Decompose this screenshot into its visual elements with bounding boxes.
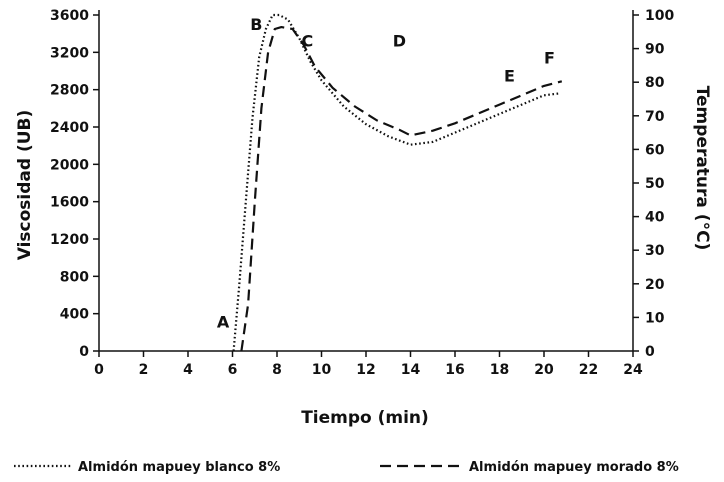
x-tick-label: 18 [490, 362, 509, 378]
point-label-d: D [393, 32, 406, 51]
y-ticks-right: 0 10 20 30 40 50 60 70 80 90 100 [633, 8, 674, 360]
x-tick-label: 24 [623, 362, 643, 378]
y2-tick-label: 60 [645, 142, 665, 158]
y-tick-label: 3200 [50, 45, 89, 61]
y2-tick-label: 70 [645, 109, 665, 125]
x-tick-label: 22 [579, 362, 598, 378]
x-tick-label: 16 [445, 362, 464, 378]
y2-axis-title: Temperatura (°C) [692, 86, 712, 251]
x-tick-label: 20 [534, 362, 554, 378]
y2-tick-label: 50 [645, 176, 665, 192]
y2-tick-label: 0 [645, 344, 655, 360]
point-label-c: C [301, 32, 313, 51]
point-label-b: B [250, 15, 262, 34]
x-tick-label: 10 [312, 362, 332, 378]
y2-tick-label: 100 [645, 8, 674, 24]
x-tick-label: 4 [183, 362, 193, 378]
y2-tick-label: 20 [645, 277, 665, 293]
point-label-a: A [217, 313, 230, 332]
y-tick-label: 1600 [50, 195, 89, 211]
y-ticks-left: 0 400 800 1200 1600 2000 2400 2800 3200 3600 [50, 8, 99, 360]
legend-label-blanco: Almidón mapuey blanco 8% [78, 460, 280, 475]
x-tick-label: 0 [94, 362, 104, 378]
x-tick-label: 8 [272, 362, 282, 378]
series-line-morado [240, 26, 563, 352]
y-tick-label: 400 [60, 307, 89, 323]
y-tick-label: 800 [60, 269, 89, 285]
y-tick-label: 2000 [50, 157, 89, 173]
y2-tick-label: 10 [645, 310, 665, 326]
point-label-f: F [544, 49, 555, 68]
x-tick-label: 6 [228, 362, 238, 378]
series-line-blanco [232, 13, 560, 352]
x-tick-label: 2 [139, 362, 149, 378]
y-tick-label: 1200 [50, 232, 89, 248]
x-ticks: 0 2 4 6 8 10 12 14 16 18 20 22 24 [94, 351, 643, 378]
y-tick-label: 2400 [50, 120, 89, 136]
y2-tick-label: 40 [645, 210, 665, 226]
x-tick-label: 14 [401, 362, 421, 378]
y2-tick-label: 90 [645, 42, 665, 58]
series-layer [232, 13, 563, 352]
legend: Almidón mapuey blanco 8% Almidón mapuey … [14, 460, 679, 475]
x-axis-title: Tiempo (min) [301, 408, 429, 428]
y-tick-label: 0 [79, 344, 89, 360]
x-tick-label: 12 [356, 362, 375, 378]
y2-tick-label: 30 [645, 243, 665, 259]
y-axis-title: Viscosidad (UB) [15, 110, 35, 261]
point-annotations: A B C D E F [217, 15, 555, 332]
y2-tick-label: 80 [645, 75, 665, 91]
point-label-e: E [504, 66, 515, 85]
y-tick-label: 3600 [50, 8, 89, 24]
legend-label-morado: Almidón mapuey morado 8% [469, 460, 679, 475]
y-tick-label: 2800 [50, 83, 89, 99]
